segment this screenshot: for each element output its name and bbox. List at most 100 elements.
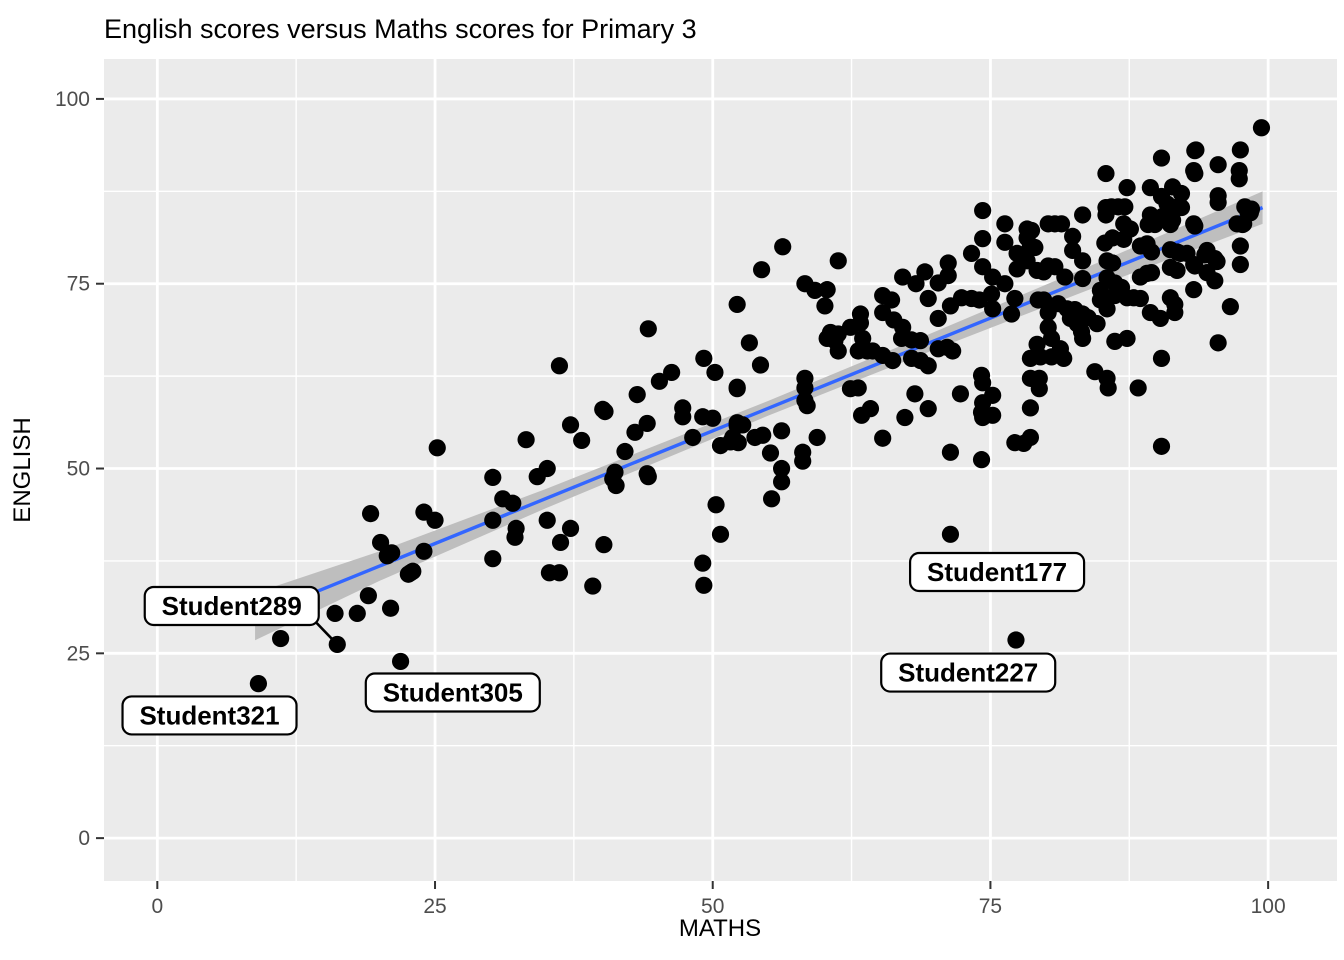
x-tick-label: 50 [701, 895, 724, 918]
data-point [695, 576, 713, 594]
data-point [1002, 305, 1021, 323]
y-tick-label: 75 [67, 273, 90, 296]
data-point [974, 201, 992, 220]
data-point [1231, 141, 1249, 159]
data-point [1209, 156, 1227, 174]
data-point [1221, 298, 1239, 316]
data-point [616, 442, 634, 461]
data-point [383, 544, 401, 562]
data-point [711, 525, 730, 543]
data-point [982, 285, 1001, 303]
data-point [829, 252, 847, 270]
data-point [1142, 243, 1161, 261]
data-point [1230, 170, 1248, 188]
data-point [1152, 349, 1171, 367]
data-point [426, 511, 444, 529]
data-point [849, 379, 867, 397]
data-point [806, 281, 824, 299]
label-leader-line [313, 620, 339, 646]
data-point [772, 422, 791, 440]
data-point [808, 428, 826, 447]
data-point [962, 244, 981, 263]
plot-panel [104, 59, 1337, 881]
data-point [1129, 379, 1147, 397]
data-point [874, 429, 892, 447]
data-point [639, 468, 657, 486]
data-point [1118, 179, 1136, 197]
data-point [774, 238, 792, 256]
data-point [996, 275, 1014, 293]
data-point [551, 533, 570, 552]
data-point [361, 505, 380, 523]
data-point [1021, 399, 1040, 417]
data-point [484, 468, 502, 486]
data-point [1231, 237, 1249, 255]
data-point [1209, 193, 1227, 212]
data-point [734, 416, 752, 434]
data-point [674, 408, 692, 426]
data-point [740, 334, 758, 352]
y-tick-label: 50 [67, 458, 90, 481]
data-point [798, 397, 816, 415]
data-point [761, 444, 780, 462]
data-point [916, 263, 934, 281]
data-point [974, 374, 992, 392]
y-tick-label: 0 [78, 827, 90, 850]
data-point [561, 416, 580, 434]
data-point [391, 652, 410, 671]
data-point [1152, 149, 1171, 167]
y-axis-title: ENGLISH [9, 417, 36, 522]
student-label-box [121, 695, 298, 736]
data-point [538, 511, 556, 529]
data-point [772, 473, 791, 491]
data-point [1088, 315, 1106, 333]
data-point [1021, 428, 1040, 447]
data-point [1151, 309, 1169, 328]
data-point [941, 525, 960, 543]
data-point [906, 385, 924, 403]
data-point [650, 372, 669, 390]
data-point [1152, 437, 1171, 455]
data-point [628, 386, 646, 404]
data-point [1098, 369, 1116, 387]
data-point [550, 564, 569, 582]
data-point [538, 459, 556, 478]
data-point [939, 254, 957, 272]
data-point [249, 675, 268, 693]
data-point [1074, 206, 1092, 224]
data-point [929, 309, 947, 328]
data-point [951, 385, 970, 403]
data-point [919, 357, 937, 375]
data-point [984, 406, 1002, 424]
data-points [249, 119, 1271, 693]
data-point [919, 289, 937, 308]
data-point [1097, 164, 1115, 183]
data-point [1098, 300, 1116, 318]
data-point [695, 349, 713, 367]
student-label-text: Student227 [898, 658, 1038, 688]
x-tick-label: 75 [979, 895, 1002, 918]
data-point [818, 281, 836, 299]
data-point [639, 320, 657, 338]
data-point [1026, 238, 1044, 257]
chart-title: English scores versus Maths scores for P… [104, 14, 697, 44]
data-point [1074, 269, 1092, 288]
data-point [851, 314, 870, 332]
data-point [796, 379, 814, 397]
data-point [882, 291, 901, 309]
data-point [704, 409, 722, 427]
data-point [1064, 227, 1082, 246]
data-point [1185, 281, 1203, 299]
gridlines [104, 59, 1337, 881]
data-point [728, 295, 746, 314]
data-point [729, 434, 747, 452]
data-point [1172, 184, 1191, 203]
data-point [1056, 268, 1074, 286]
data-point [484, 550, 502, 568]
data-point [1052, 215, 1071, 233]
data-point [638, 414, 656, 433]
data-point [754, 426, 772, 444]
data-point [706, 363, 724, 382]
data-point [594, 400, 612, 418]
